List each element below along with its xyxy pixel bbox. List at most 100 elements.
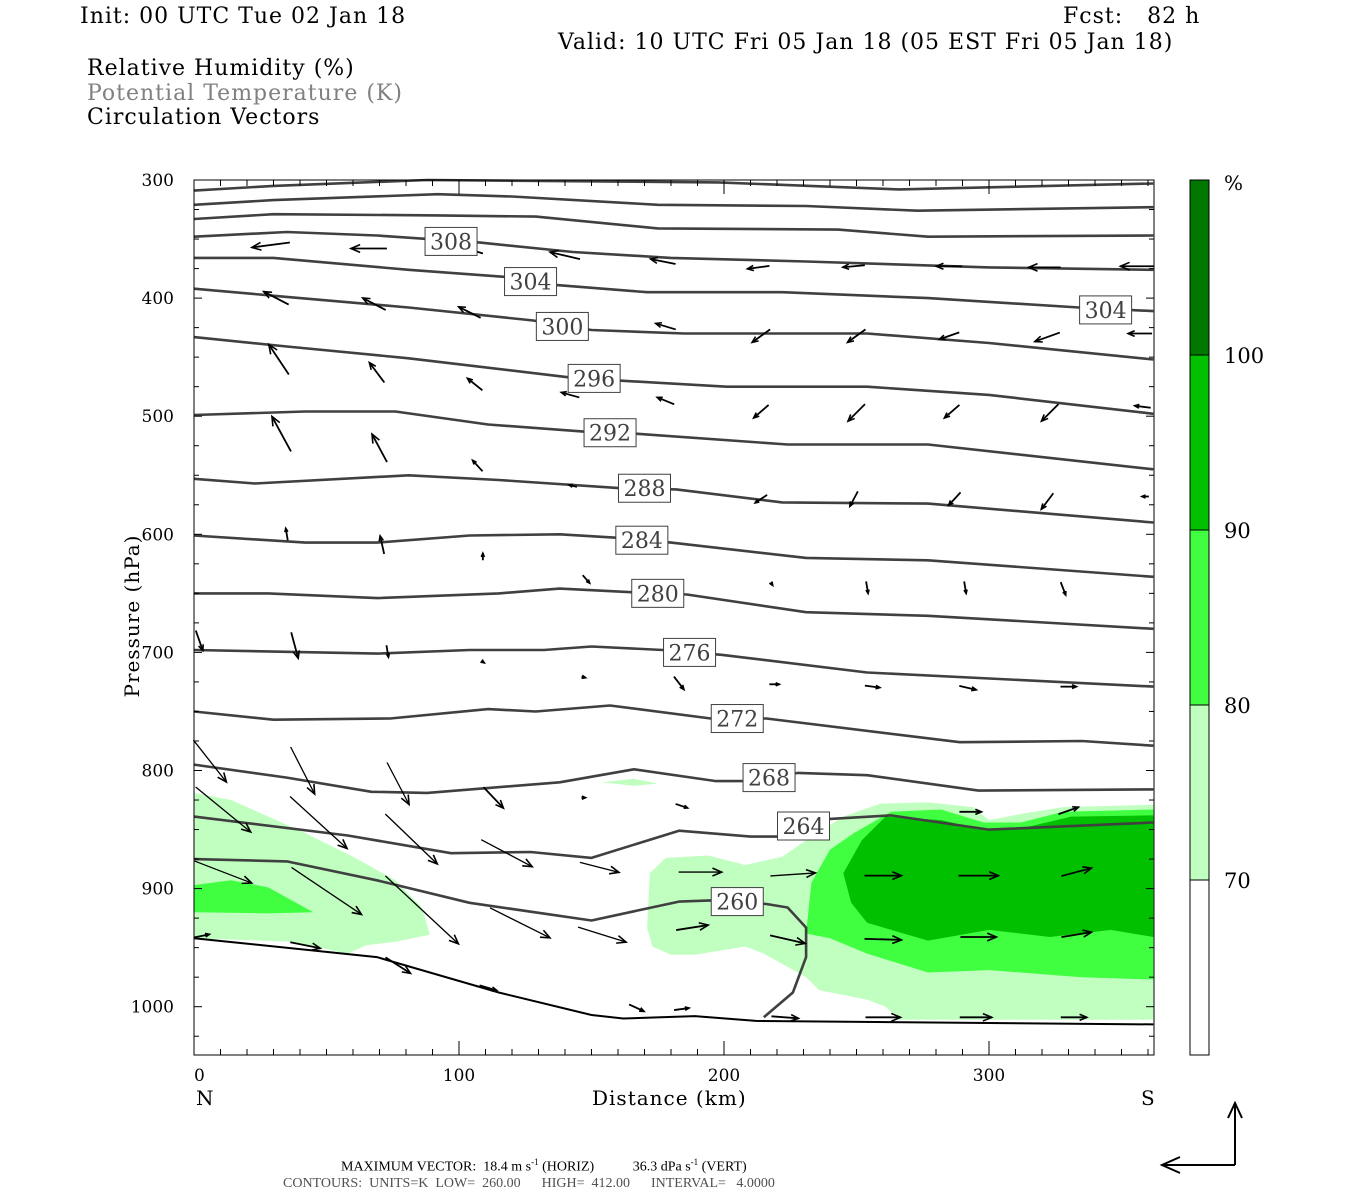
y-tick-label: 800 bbox=[142, 762, 174, 782]
terrain-surface-line bbox=[193, 937, 1154, 1026]
circulation-vector bbox=[289, 795, 349, 850]
vector-arrowhead bbox=[1040, 503, 1047, 511]
vector-arrowhead bbox=[368, 360, 377, 370]
vector-arrowhead bbox=[241, 875, 254, 885]
vector-shaft bbox=[479, 984, 497, 992]
vector-arrowhead bbox=[1082, 865, 1094, 875]
vector-arrowhead bbox=[891, 870, 904, 881]
circulation-vector bbox=[937, 331, 960, 341]
circulation-vector bbox=[675, 803, 690, 810]
isentrope-312 bbox=[193, 212, 1154, 238]
isentrope-label-box bbox=[710, 887, 764, 917]
vector-arrowhead bbox=[848, 501, 855, 509]
x-tick-label: 200 bbox=[708, 1066, 740, 1086]
isentrope-320 bbox=[193, 178, 1154, 192]
isentrope-label-box bbox=[777, 811, 830, 841]
vector-arrowhead bbox=[292, 650, 301, 661]
colorbar-unit: % bbox=[1224, 171, 1243, 195]
vector-arrowhead bbox=[337, 839, 349, 850]
isentrope-316 bbox=[193, 192, 1154, 212]
vector-shaft bbox=[384, 813, 438, 865]
circulation-vector bbox=[456, 305, 482, 319]
vector-shaft bbox=[673, 1007, 690, 1011]
vector-arrowhead bbox=[712, 867, 724, 877]
x-tick-label: 100 bbox=[443, 1066, 475, 1086]
vector-arrowhead bbox=[608, 865, 621, 875]
vector-arrowhead bbox=[385, 653, 391, 660]
vector-arrowhead bbox=[942, 412, 951, 420]
vector-arrowhead bbox=[1072, 805, 1081, 813]
circulation-vector bbox=[360, 297, 387, 311]
vector-arrowhead bbox=[306, 783, 316, 796]
circulation-vector bbox=[959, 684, 979, 692]
vector-shaft bbox=[263, 290, 290, 306]
forecast-hour: Fcst: 82 h bbox=[1063, 4, 1201, 29]
vector-arrowhead bbox=[988, 870, 1001, 881]
vector-shaft bbox=[842, 264, 865, 269]
vector-shaft bbox=[466, 377, 483, 392]
vector-shaft bbox=[938, 331, 960, 341]
circulation-vector bbox=[959, 808, 984, 816]
y-tick-label: 600 bbox=[142, 525, 174, 545]
vector-shaft bbox=[849, 490, 859, 507]
vector-shaft bbox=[747, 265, 770, 270]
vector-arrowhead bbox=[204, 932, 212, 938]
circulation-vector bbox=[864, 870, 904, 881]
vector-shaft bbox=[192, 739, 227, 783]
isentrope-label: 300 bbox=[541, 315, 583, 340]
colorbar-segment bbox=[1189, 354, 1210, 531]
vector-arrowhead bbox=[471, 458, 477, 465]
vector-arrowhead bbox=[539, 929, 552, 939]
circulation-vector bbox=[1061, 929, 1094, 939]
circulation-vector bbox=[678, 867, 724, 877]
circulation-vector bbox=[192, 739, 228, 784]
rh-shading bbox=[194, 778, 1154, 1020]
vector-arrowhead bbox=[616, 935, 629, 944]
isentrope-label: 260 bbox=[716, 891, 758, 916]
vector-arrowhead bbox=[585, 579, 592, 585]
circulation-vector bbox=[489, 907, 552, 939]
vector-arrowhead bbox=[495, 799, 505, 810]
circulation-vector bbox=[480, 839, 535, 868]
vector-shaft bbox=[290, 941, 321, 950]
circulation-vector bbox=[1125, 329, 1153, 338]
x-axis-label: Distance (km) bbox=[592, 1086, 747, 1110]
circulation-vector bbox=[384, 813, 439, 866]
vector-shaft bbox=[271, 415, 292, 452]
circulation-vector bbox=[753, 494, 768, 505]
vector-shaft bbox=[480, 839, 533, 868]
vector-shaft bbox=[368, 361, 386, 384]
vector-shaft bbox=[482, 786, 505, 809]
vector-arrowhead bbox=[865, 589, 870, 596]
circulation-vector bbox=[864, 684, 882, 690]
vector-arrowhead bbox=[1132, 403, 1140, 409]
vector-arrowhead bbox=[986, 932, 999, 942]
vector-arrowhead bbox=[547, 249, 560, 259]
max-vector-line: MAXIMUM VECTOR: 18.4 m s-1 (HORIZ) 36.3 … bbox=[341, 1157, 747, 1176]
vector-arrowhead bbox=[261, 290, 273, 299]
isentrope-label-box bbox=[710, 704, 764, 734]
vector-arrowhead bbox=[427, 854, 439, 866]
vector-shaft bbox=[194, 860, 252, 884]
vector-shaft bbox=[194, 630, 204, 651]
isentrope-label-box bbox=[615, 525, 669, 555]
vector-shaft bbox=[579, 861, 620, 873]
vector-arrowhead bbox=[249, 241, 262, 251]
vector-shaft bbox=[769, 934, 806, 945]
vector-shaft bbox=[1061, 867, 1092, 877]
vector-shaft bbox=[751, 328, 771, 344]
circulation-vector bbox=[385, 645, 391, 660]
circulation-vector bbox=[579, 861, 621, 875]
vector-arrowhead bbox=[971, 686, 979, 692]
vector-arrowhead bbox=[400, 794, 411, 807]
circulation-vector bbox=[1061, 865, 1094, 877]
vector-arrowhead bbox=[683, 804, 690, 810]
isentrope-300 bbox=[193, 287, 1154, 361]
vector-arrowhead bbox=[1082, 929, 1094, 938]
isentrope-label: 284 bbox=[621, 529, 663, 554]
y-tick-label: 300 bbox=[142, 171, 174, 191]
isentrope-label: 304 bbox=[1085, 299, 1127, 324]
circulation-vector bbox=[750, 328, 771, 344]
vector-arrowhead bbox=[937, 334, 946, 341]
